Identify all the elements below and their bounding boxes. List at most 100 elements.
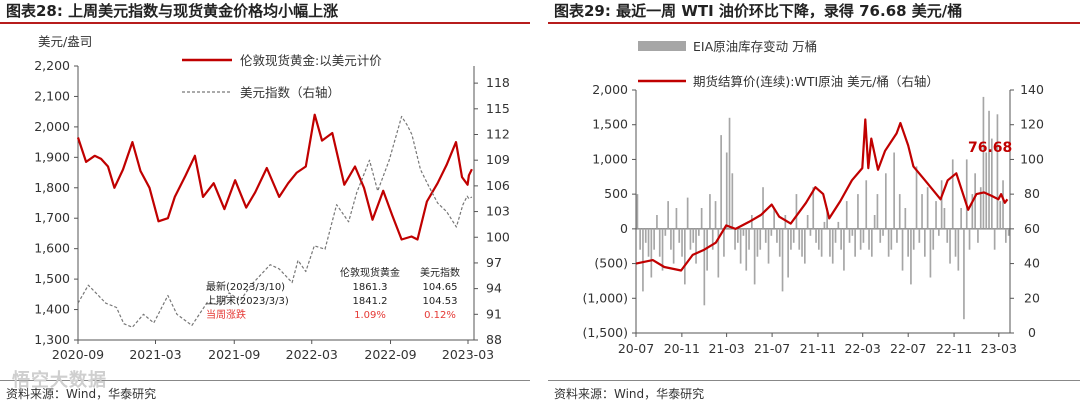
inventory-bar — [982, 96, 985, 229]
annotation-header-gold: 伦敦现货黄金 — [340, 266, 400, 279]
y-tick-label-left: 2,000 — [592, 82, 628, 97]
inventory-bar — [907, 228, 909, 257]
inventory-bar — [667, 201, 669, 229]
inventory-bar — [650, 228, 653, 278]
inventory-bar — [951, 159, 954, 229]
inventory-bar — [988, 110, 990, 229]
inventory-bar — [703, 228, 706, 306]
y-tick-label-left: 2,100 — [34, 88, 70, 103]
panel-gold-usd: 图表28: 上周美元指数与现货黄金价格均小幅上涨 美元/盎司 2,200 2,100… — [0, 0, 530, 406]
y-tick-label-left: 0 — [620, 221, 628, 236]
y-tick-label-right: 100 — [486, 229, 510, 244]
inventory-bar — [686, 197, 689, 229]
y-tick-label-right: 115 — [486, 101, 510, 116]
inventory-bar — [932, 228, 935, 250]
y-tick-label-left: 1,500 — [34, 271, 70, 286]
legend-label-0: 伦敦现货黄金:以美元计价 — [240, 53, 382, 68]
annotation-row-label: 当周涨跌 — [206, 308, 246, 321]
inventory-bar — [751, 215, 753, 229]
y-tick-label-left: 2,000 — [34, 119, 70, 134]
inventory-bar — [737, 228, 739, 243]
chart-title-right: 图表29: 最近一周 WTI 油价环比下降，录得 76.68 美元/桶 — [554, 2, 963, 20]
title-divider-right — [548, 22, 1080, 24]
inventory-bar — [731, 173, 734, 229]
inventory-bar — [739, 228, 742, 264]
x-tick-label: 22-11 — [936, 341, 972, 356]
inventory-bar — [924, 228, 926, 257]
inventory-bar — [898, 194, 901, 229]
inventory-bar — [698, 228, 700, 236]
inventory-bar — [843, 228, 845, 271]
inventory-bar — [968, 228, 971, 250]
legend-label-bar: EIA原油库存变动 万桶 — [693, 39, 817, 54]
y-tick-label-left: 1,700 — [34, 210, 70, 225]
x-tick-label: 22-03 — [845, 341, 881, 356]
inventory-bar — [759, 228, 762, 250]
y-tick-label-right: 94 — [486, 281, 502, 296]
inventory-bar — [636, 194, 639, 229]
inventory-bar — [642, 228, 644, 292]
inventory-bar — [954, 228, 957, 257]
y-tick-label-right: 0 — [1028, 325, 1036, 340]
x-tick-label: 2020-09 — [52, 347, 104, 362]
inventory-bar — [949, 228, 951, 264]
x-tick-label: 2023-03 — [442, 347, 494, 362]
inventory-bar — [675, 208, 678, 229]
y-tick-label-left: (500) — [594, 256, 628, 271]
inventory-bar — [829, 228, 831, 257]
inventory-bar — [871, 228, 873, 257]
inventory-bar — [977, 228, 979, 243]
inventory-bar — [706, 228, 708, 271]
annotation-row-gold: 1.09% — [354, 310, 386, 321]
y-tick-label-right: 40 — [1024, 256, 1040, 271]
inventory-bar — [748, 228, 750, 250]
inventory-bar — [840, 228, 842, 250]
y-tick-label-left: 1,600 — [34, 241, 70, 256]
inventory-bar — [678, 228, 681, 243]
title-divider-left — [0, 22, 530, 24]
inventory-bar — [882, 228, 884, 236]
inventory-bar — [901, 228, 904, 271]
inventory-bar — [887, 228, 890, 257]
inventory-bar — [653, 228, 655, 250]
inventory-bar — [770, 228, 773, 236]
inventory-bar — [971, 194, 974, 229]
inventory-bar — [684, 228, 686, 285]
inventory-bar — [681, 228, 683, 257]
x-tick-label: 21-03 — [708, 341, 744, 356]
inventory-bar — [834, 228, 837, 243]
inventory-bar — [661, 228, 664, 271]
inventory-bar — [795, 194, 798, 229]
inventory-bar — [658, 228, 661, 257]
y-tick-label-right: 60 — [1024, 221, 1040, 236]
inventory-bar — [921, 194, 923, 229]
inventory-bar — [790, 228, 792, 250]
y-tick-label-left: 1,300 — [34, 332, 70, 347]
inventory-bar — [670, 228, 672, 250]
inventory-bar — [776, 228, 778, 243]
y-tick-label-left: 2,200 — [34, 58, 70, 73]
inventory-bar — [912, 228, 915, 250]
inventory-bar — [709, 194, 711, 229]
inventory-bar — [725, 152, 728, 229]
annotation-row-usd: 0.12% — [424, 310, 456, 321]
series-line-wti — [635, 118, 1009, 272]
inventory-bar — [868, 228, 870, 250]
inventory-bar — [717, 228, 720, 278]
inventory-bar — [859, 228, 862, 250]
inventory-bar — [985, 152, 988, 229]
inventory-bar — [728, 117, 731, 229]
inventory-bar — [818, 228, 820, 250]
inventory-bar — [929, 228, 932, 278]
inventory-bar — [1005, 228, 1007, 243]
x-tick-label: 21-07 — [754, 341, 790, 356]
inventory-bar — [745, 228, 748, 271]
inventory-bar — [672, 228, 675, 264]
inventory-bar — [991, 138, 993, 229]
y-tick-label-right: 100 — [1020, 151, 1044, 166]
inventory-bar — [734, 228, 736, 250]
inventory-bar — [804, 228, 806, 264]
inventory-bar — [873, 215, 876, 229]
inventory-bar — [957, 228, 960, 271]
x-tick-label: 2021-03 — [129, 347, 181, 362]
